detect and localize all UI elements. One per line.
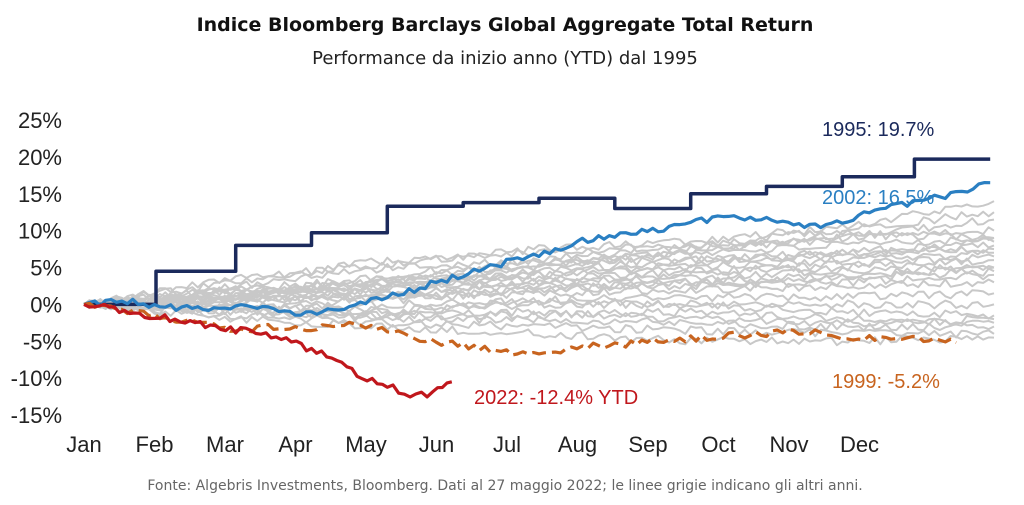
x-tick-jul: Jul (493, 432, 521, 457)
series-label-2002: 2002: 16.5% (822, 187, 935, 209)
other-year-line (83, 300, 995, 327)
series-line-1995 (84, 157, 991, 307)
other-year-line (83, 257, 995, 308)
series-line-2022 (83, 302, 453, 399)
y-tick-15: -15% (11, 403, 62, 428)
source-note: Fonte: Algebris Investments, Bloomberg. … (147, 478, 863, 494)
chart-subtitle: Performance da inizio anno (YTD) dal 199… (312, 48, 698, 69)
y-tick-20: 20% (18, 145, 62, 170)
x-tick-jun: Jun (419, 432, 454, 457)
x-tick-sep: Sep (628, 432, 667, 457)
series-label-2022: 2022: -12.4% YTD (474, 387, 638, 409)
other-year-line (83, 267, 995, 309)
x-tick-oct: Oct (701, 432, 735, 457)
chart-title: Indice Bloomberg Barclays Global Aggrega… (196, 14, 814, 36)
y-tick-5: 5% (30, 256, 62, 281)
other-year-line (83, 299, 995, 316)
x-tick-nov: Nov (769, 432, 808, 457)
other-year-line (83, 229, 995, 309)
y-tick-10: -10% (11, 366, 62, 391)
x-axis-ticks: Jan Feb Mar Apr May Jun Jul Aug Sep Oct Nov Dec (66, 432, 879, 457)
y-axis-ticks: 25% 20% 15% 10% 5% 0% -5% -10% -15% (11, 108, 62, 428)
series-line-1999 (83, 301, 957, 357)
highlighted-series (83, 157, 991, 399)
y-tick-15: 15% (18, 182, 62, 207)
x-tick-jan: Jan (66, 432, 101, 457)
other-year-line (83, 300, 995, 347)
y-tick-10: 10% (18, 219, 62, 244)
x-tick-dec: Dec (840, 432, 879, 457)
x-tick-may: May (345, 432, 387, 457)
other-year-line (83, 264, 995, 307)
x-tick-mar: Mar (206, 432, 244, 457)
x-tick-aug: Aug (558, 432, 597, 457)
other-year-line (83, 217, 995, 308)
other-years-series (83, 200, 995, 347)
series-label-1999: 1999: -5.2% (832, 371, 940, 393)
other-year-line (83, 226, 995, 306)
y-tick-25: 25% (18, 108, 62, 133)
y-tick-0: 0% (30, 292, 62, 317)
other-year-line (83, 237, 995, 308)
series-label-1995: 1995: 19.7% (822, 119, 935, 141)
y-tick-5: -5% (23, 329, 62, 354)
x-tick-feb: Feb (136, 432, 174, 457)
series-line-2002 (83, 181, 991, 317)
x-tick-apr: Apr (278, 432, 312, 457)
series-labels: 1995: 19.7% 2002: 16.5% 1999: -5.2% 2022: -… (474, 119, 940, 409)
